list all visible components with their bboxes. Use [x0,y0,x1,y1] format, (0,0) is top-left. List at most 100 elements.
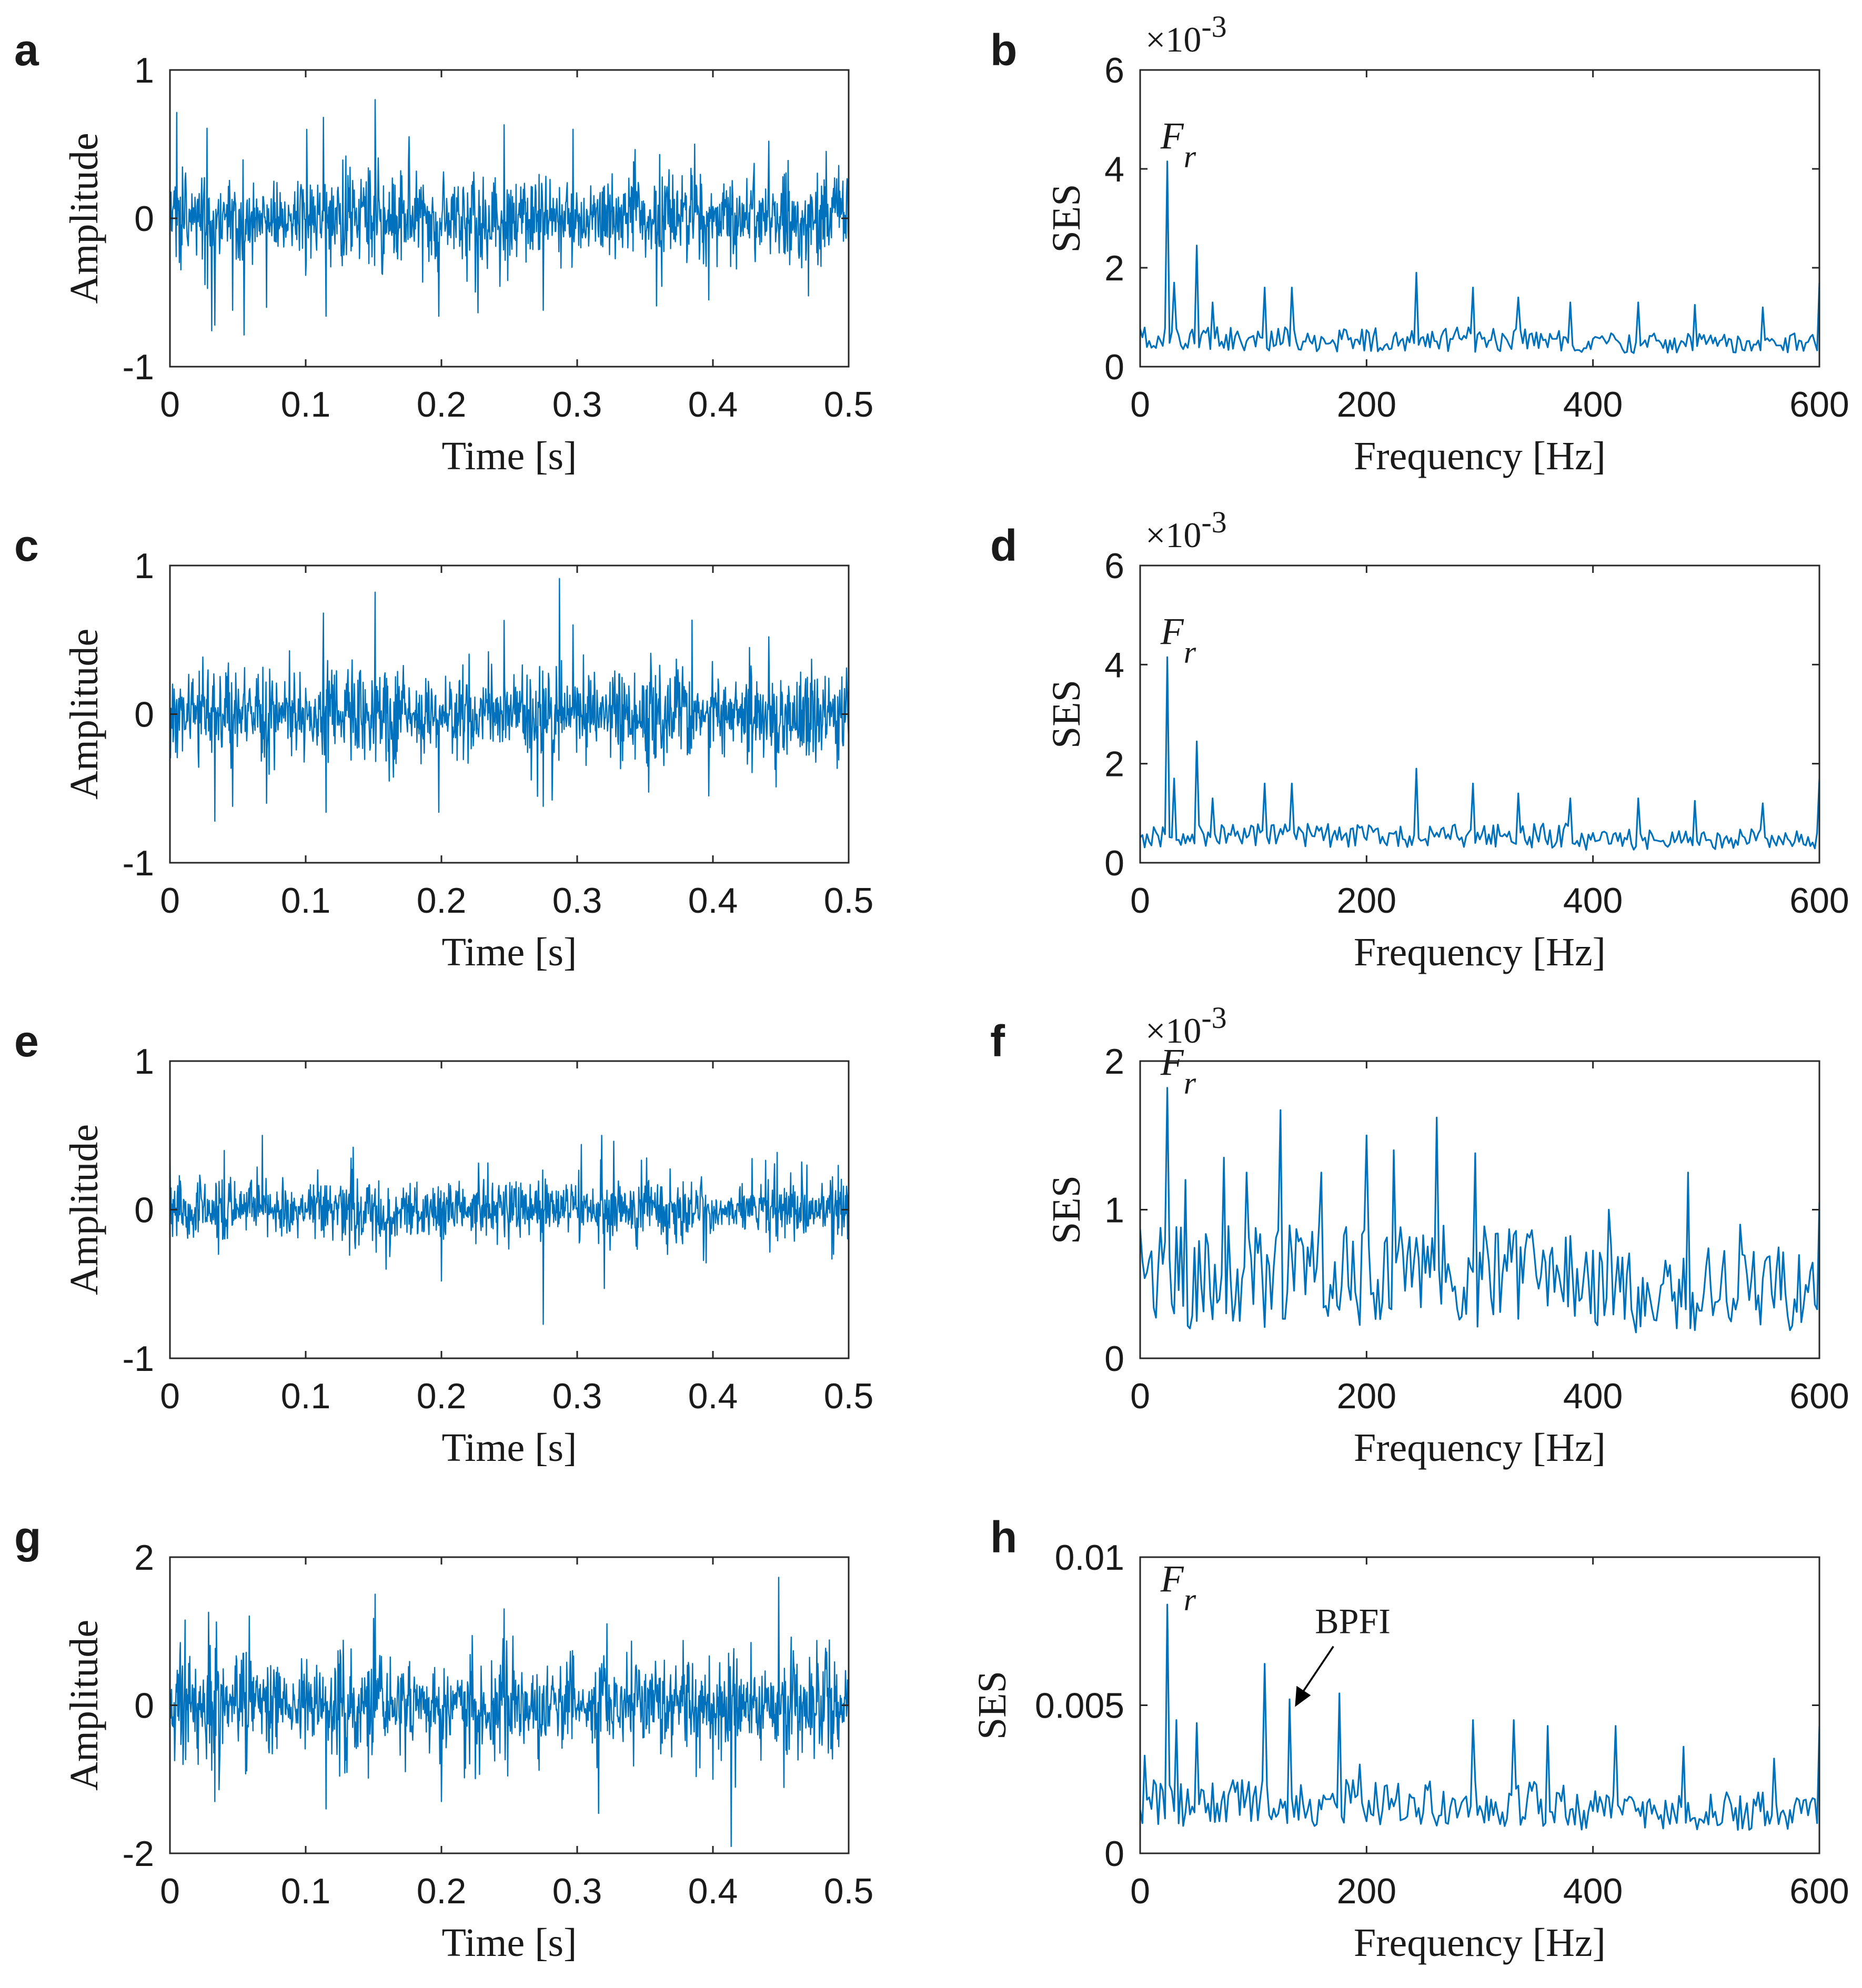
x-tick-label: 400 [1563,1376,1623,1416]
y-tick-label: 0 [134,695,154,735]
panel-letter: h [990,1512,1017,1562]
y-tick-label: 0 [1104,1834,1124,1874]
y-tick-label: 1 [134,51,154,90]
panel-h: h 0 200 400 600 0 0.005 0.01 Frequency [Hz] SES Fr… [970,1512,1849,1965]
y-tick-label: 0 [134,1686,154,1726]
panel-letter: c [14,521,39,570]
x-tick-label: 0 [160,1376,180,1416]
axes-box [1139,69,1820,368]
x-tick-label: 0.3 [552,881,602,921]
y-axis-label: SES [970,1671,1014,1740]
panel-d: d 0 200 400 600 0 2 4 6 Frequency [Hz] SES ×10-3 Fr [990,505,1849,974]
series-line [170,99,849,336]
x-tick-label: 0.4 [688,385,738,425]
x-tick-label: 0 [1130,881,1150,921]
panel-letter: a [14,25,39,75]
y-tick-label: 4 [1104,149,1124,189]
series-line [170,1577,849,1848]
panel-letter: e [14,1016,39,1066]
series-line [1140,656,1819,851]
x-tick-label: 0.5 [824,881,874,921]
panel-letter: g [14,1512,41,1562]
exponent-label: ×10-3 [1145,9,1227,59]
series-line [1140,160,1819,354]
x-axis-label: Frequency [Hz] [1354,434,1606,478]
y-tick-label: 2 [1104,248,1124,288]
annotation-fr: Fr [1160,1558,1196,1617]
y-tick-label: -1 [123,347,154,387]
x-tick-label: 0.2 [417,1376,467,1416]
y-tick-label: 2 [1104,1042,1124,1082]
x-tick-label: 200 [1337,385,1396,425]
x-tick-label: 600 [1789,385,1849,425]
x-axis-label: Time [s] [442,434,577,478]
y-tick-label: 1 [134,546,154,586]
y-axis-label: Amplitude [62,1124,106,1295]
y-tick-label: 6 [1104,546,1124,586]
x-axis-label: Time [s] [442,1921,577,1965]
x-tick-label: 0.4 [688,1376,738,1416]
panel-letter: d [990,521,1017,570]
x-tick-label: 200 [1337,1871,1396,1911]
y-tick-label: 1 [1104,1190,1124,1230]
x-tick-label: 200 [1337,881,1396,921]
x-axis-label: Frequency [Hz] [1354,1921,1606,1965]
y-tick-label: -2 [123,1834,154,1874]
x-tick-label: 0 [1130,385,1150,425]
annotation-fr: Fr [1160,1041,1196,1101]
y-tick-label: 0 [1104,347,1124,387]
x-tick-label: 0.3 [552,385,602,425]
y-tick-label: 2 [1104,744,1124,784]
x-tick-label: 0.1 [281,1871,331,1911]
x-axis-label: Frequency [Hz] [1354,1426,1606,1470]
exponent-label: ×10-3 [1145,1001,1227,1051]
y-tick-label: -1 [123,843,154,883]
y-tick-label: 1 [134,1042,154,1082]
x-tick-label: 0 [1130,1871,1150,1911]
annotation-fr: Fr [1160,610,1196,670]
y-axis-label: SES [1044,1175,1089,1244]
x-tick-label: 400 [1563,881,1623,921]
annotation-arrowhead [1295,1686,1311,1707]
y-axis-label: SES [1044,184,1089,253]
x-tick-label: 0.5 [824,1376,874,1416]
x-tick-label: 600 [1789,1376,1849,1416]
y-tick-label: 0 [134,199,154,239]
y-tick-label: 4 [1104,645,1124,685]
x-tick-label: 0.4 [688,881,738,921]
x-tick-label: 0 [160,1871,180,1911]
x-tick-label: 600 [1789,881,1849,921]
exponent-label: ×10-3 [1145,505,1227,555]
x-tick-label: 0.5 [824,1871,874,1911]
y-axis-label: Amplitude [62,629,106,800]
x-axis-label: Time [s] [442,1426,577,1470]
series-line [170,1135,849,1325]
annotation-arrow [1298,1646,1334,1698]
y-axis-label: Amplitude [62,133,106,304]
x-tick-label: 0.5 [824,385,874,425]
x-tick-label: 0.2 [417,881,467,921]
x-tick-label: 0.2 [417,1871,467,1911]
y-axis-label: SES [1044,680,1089,749]
y-tick-label: 0 [134,1190,154,1230]
axes-box [1139,1060,1820,1359]
x-tick-label: 400 [1563,385,1623,425]
y-tick-label: -1 [123,1339,154,1379]
x-tick-label: 0.4 [688,1871,738,1911]
y-tick-label: 0.005 [1035,1686,1124,1726]
y-axis-label: Amplitude [62,1620,106,1791]
x-tick-label: 0.1 [281,1376,331,1416]
x-tick-label: 600 [1789,1871,1849,1911]
x-tick-label: 0.3 [552,1376,602,1416]
y-tick-label: 6 [1104,51,1124,90]
x-tick-label: 0 [160,881,180,921]
series-line [170,578,849,822]
series-line [1140,1087,1819,1334]
y-tick-label: 0 [1104,1339,1124,1379]
x-tick-label: 0 [1130,1376,1150,1416]
series-line [1140,1603,1819,1831]
